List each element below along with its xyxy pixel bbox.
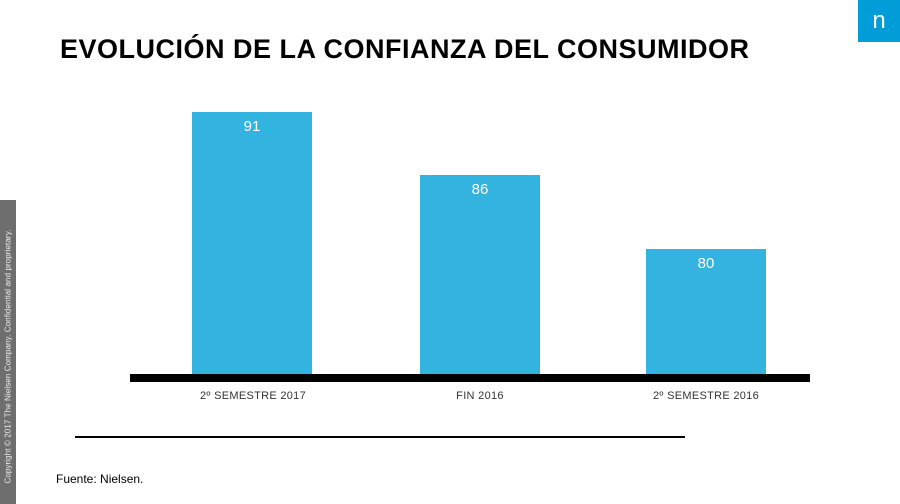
brand-glyph: n [872,7,885,35]
chart-plot-area: 91 86 80 [130,100,810,382]
copyright-text: Copyright © 2017 The Nielsen Company. Co… [4,229,13,483]
consumer-confidence-chart: 91 86 80 2º SEMESTRE 2017 FIN 2016 2º SE… [130,100,810,410]
left-strip: Copyright © 2017 The Nielsen Company. Co… [0,0,16,504]
category-label: 2º SEMESTRE 2017 [168,390,338,402]
category-label: FIN 2016 [395,390,565,402]
category-label: 2º SEMESTRE 2016 [621,390,791,402]
bar-value-label: 91 [192,118,312,135]
brand-mark: n [858,0,900,42]
bar-value-label: 86 [420,181,540,198]
footer-divider [75,436,685,438]
page-title: EVOLUCIÓN DE LA CONFIANZA DEL CONSUMIDOR [60,34,750,65]
bar-fin-2016: 86 [420,175,540,374]
bar-2-semestre-2017: 91 [192,112,312,374]
bar-2-semestre-2016: 80 [646,249,766,374]
bar-value-label: 80 [646,255,766,272]
source-label: Fuente: Nielsen. [56,472,143,486]
x-axis-line [130,374,810,382]
